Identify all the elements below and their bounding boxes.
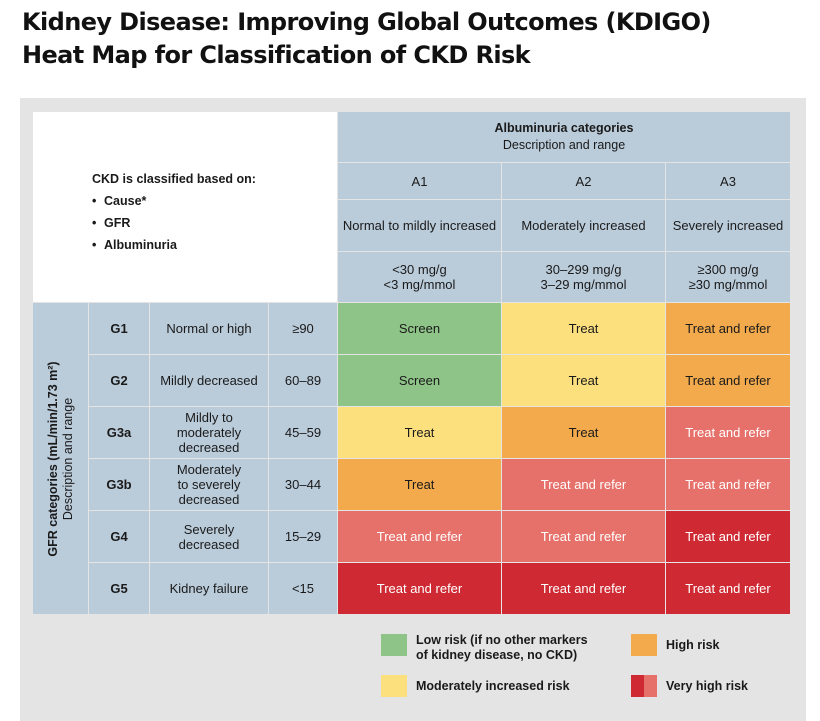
gfr-range: 45–59 [269,407,337,458]
legend-swatch-very-high-dark [631,675,644,697]
albuminuria-code-a3: A3 [666,163,790,199]
albuminuria-desc-a1: Normal to mildly increased [338,200,501,251]
classification-list: CKD is classified based on: • Cause* • GFR… [92,168,256,256]
classification-heading: CKD is classified based on: [92,172,256,186]
risk-cell-high: Treat and refer [666,355,790,406]
gfr-description: Kidney failure [150,563,268,614]
classification-item: • Cause* [92,194,147,208]
gfr-code: G1 [89,303,149,354]
risk-cell-very-high-light: Treat and refer [666,459,790,510]
gfr-range: <15 [269,563,337,614]
risk-cell-moderate: Treat [338,407,501,458]
risk-cell-high: Treat [338,459,501,510]
albuminuria-header: Albuminuria categories Description and r… [338,112,790,162]
risk-cell-high: Treat [502,407,665,458]
risk-cell-very-high-light: Treat and refer [666,407,790,458]
gfr-range: 30–44 [269,459,337,510]
title-line-1: Kidney Disease: Improving Global Outcome… [22,8,711,36]
gfr-subtitle: Description and range [60,397,75,520]
risk-cell-very-high-dark: Treat and refer [666,563,790,614]
risk-cell-moderate: Treat [502,303,665,354]
classification-item: • Albuminuria [92,238,177,252]
risk-cell-low: Screen [338,303,501,354]
risk-cell-very-high-dark: Treat and refer [338,563,501,614]
legend-swatch-high [631,634,657,656]
gfr-code: G2 [89,355,149,406]
risk-cell-high: Treat and refer [666,303,790,354]
risk-cell-low: Screen [338,355,501,406]
legend-label-moderate: Moderately increased risk [416,679,570,693]
legend-swatch-low [381,634,407,656]
gfr-code: G3a [89,407,149,458]
albuminuria-desc-a3: Severely increased [666,200,790,251]
gfr-description: Moderately to severely decreased [150,459,268,510]
title-line-2: Heat Map for Classification of CKD Risk [22,41,531,69]
albuminuria-range-a3: ≥300 mg/g ≥30 mg/mmol [666,252,790,302]
gfr-title: GFR categories (mL/min/1.73 m²) [45,360,60,557]
gfr-axis-label: GFR categories (mL/min/1.73 m²) Descript… [33,303,88,614]
risk-cell-very-high-light: Treat and refer [502,511,665,562]
risk-cell-very-high-dark: Treat and refer [502,563,665,614]
legend-label-high: High risk [666,638,720,652]
albuminuria-subtitle: Description and range [502,138,626,152]
albuminuria-code-a1: A1 [338,163,501,199]
albuminuria-range-a1: <30 mg/g <3 mg/mmol [338,252,501,302]
albuminuria-desc-a2: Moderately increased [502,200,665,251]
classification-box [33,112,337,302]
gfr-range: 15–29 [269,511,337,562]
risk-cell-very-high-light: Treat and refer [338,511,501,562]
legend-label-low: Low risk (if no other markers of kidney … [416,633,588,662]
gfr-code: G4 [89,511,149,562]
gfr-range: 60–89 [269,355,337,406]
gfr-code: G5 [89,563,149,614]
risk-cell-very-high-light: Treat and refer [502,459,665,510]
classification-item: • GFR [92,216,131,230]
albuminuria-code-a2: A2 [502,163,665,199]
gfr-description: Severely decreased [150,511,268,562]
risk-cell-very-high-dark: Treat and refer [666,511,790,562]
risk-cell-moderate: Treat [502,355,665,406]
legend-swatch-very-high-light [644,675,657,697]
gfr-range: ≥90 [269,303,337,354]
legend-swatch-moderate [381,675,407,697]
gfr-description: Mildly decreased [150,355,268,406]
gfr-description: Mildly to moderately decreased [150,407,268,458]
albuminuria-range-a2: 30–299 mg/g 3–29 mg/mmol [502,252,665,302]
page-title: Kidney Disease: Improving Global Outcome… [22,6,711,72]
legend-label-very-high: Very high risk [666,679,748,693]
gfr-description: Normal or high [150,303,268,354]
albuminuria-title: Albuminuria categories [494,121,634,135]
gfr-code: G3b [89,459,149,510]
